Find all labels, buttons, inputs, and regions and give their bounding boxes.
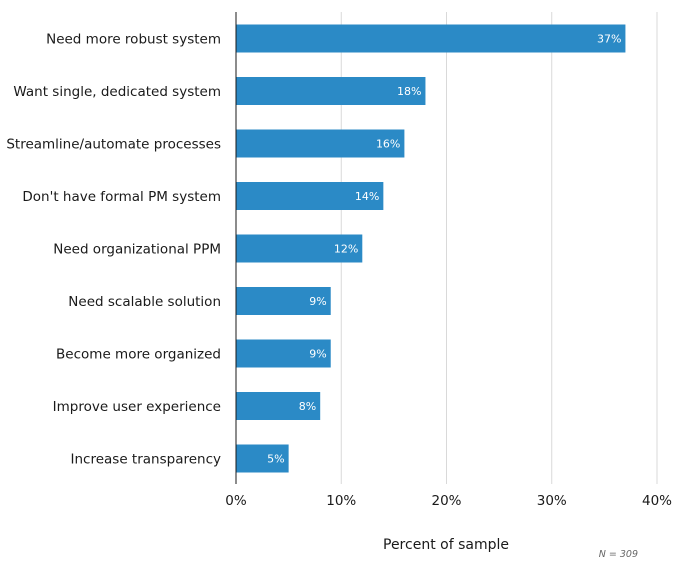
bar-value-label-8: 8% xyxy=(299,400,316,413)
category-labels: Need more robust system Want single, dedi… xyxy=(6,32,221,468)
bar-7 xyxy=(236,339,331,368)
x-axis-title: Percent of sample xyxy=(383,537,509,553)
category-label-9: Increase transparency xyxy=(71,452,222,468)
bar-value-label-1: 37% xyxy=(597,33,621,46)
bar-6 xyxy=(236,287,331,315)
x-tick-label-10: 10% xyxy=(326,493,356,509)
sample-size-note: N = 309 xyxy=(599,549,638,560)
category-label-2: Want single, dedicated system xyxy=(13,84,221,100)
x-tick-label-20: 20% xyxy=(431,493,461,509)
bar-5 xyxy=(236,234,363,263)
bar-value-label-2: 18% xyxy=(397,85,421,98)
category-label-8: Improve user experience xyxy=(53,399,221,415)
category-label-1: Need more robust system xyxy=(46,32,221,48)
bar-3 xyxy=(236,129,405,158)
category-label-3: Streamline/automate processes xyxy=(6,137,221,153)
category-label-5: Need organizational PPM xyxy=(53,242,221,258)
category-label-4: Don't have formal PM system xyxy=(22,189,221,205)
bars: 37% 18% 16% 14% 12% 9% 9% 8% 5% xyxy=(236,24,626,473)
x-tick-label-30: 30% xyxy=(537,493,567,509)
bar-value-label-3: 16% xyxy=(376,138,400,151)
x-tick-label-0: 0% xyxy=(225,493,247,509)
category-label-6: Need scalable solution xyxy=(68,294,221,310)
x-tick-labels: 0% 10% 20% 30% 40% xyxy=(225,493,672,509)
bar-value-label-9: 5% xyxy=(267,453,284,466)
bar-2 xyxy=(236,77,426,105)
bar-1 xyxy=(236,24,626,53)
bar-value-label-5: 12% xyxy=(334,243,358,256)
bar-9 xyxy=(236,444,289,473)
category-label-7: Become more organized xyxy=(56,347,221,363)
x-tick-label-40: 40% xyxy=(642,493,672,509)
bar-value-label-4: 14% xyxy=(355,190,379,203)
bar-value-label-6: 9% xyxy=(309,295,326,308)
bar-4 xyxy=(236,182,384,210)
bar-8 xyxy=(236,392,321,420)
bar-value-label-7: 9% xyxy=(309,348,326,361)
